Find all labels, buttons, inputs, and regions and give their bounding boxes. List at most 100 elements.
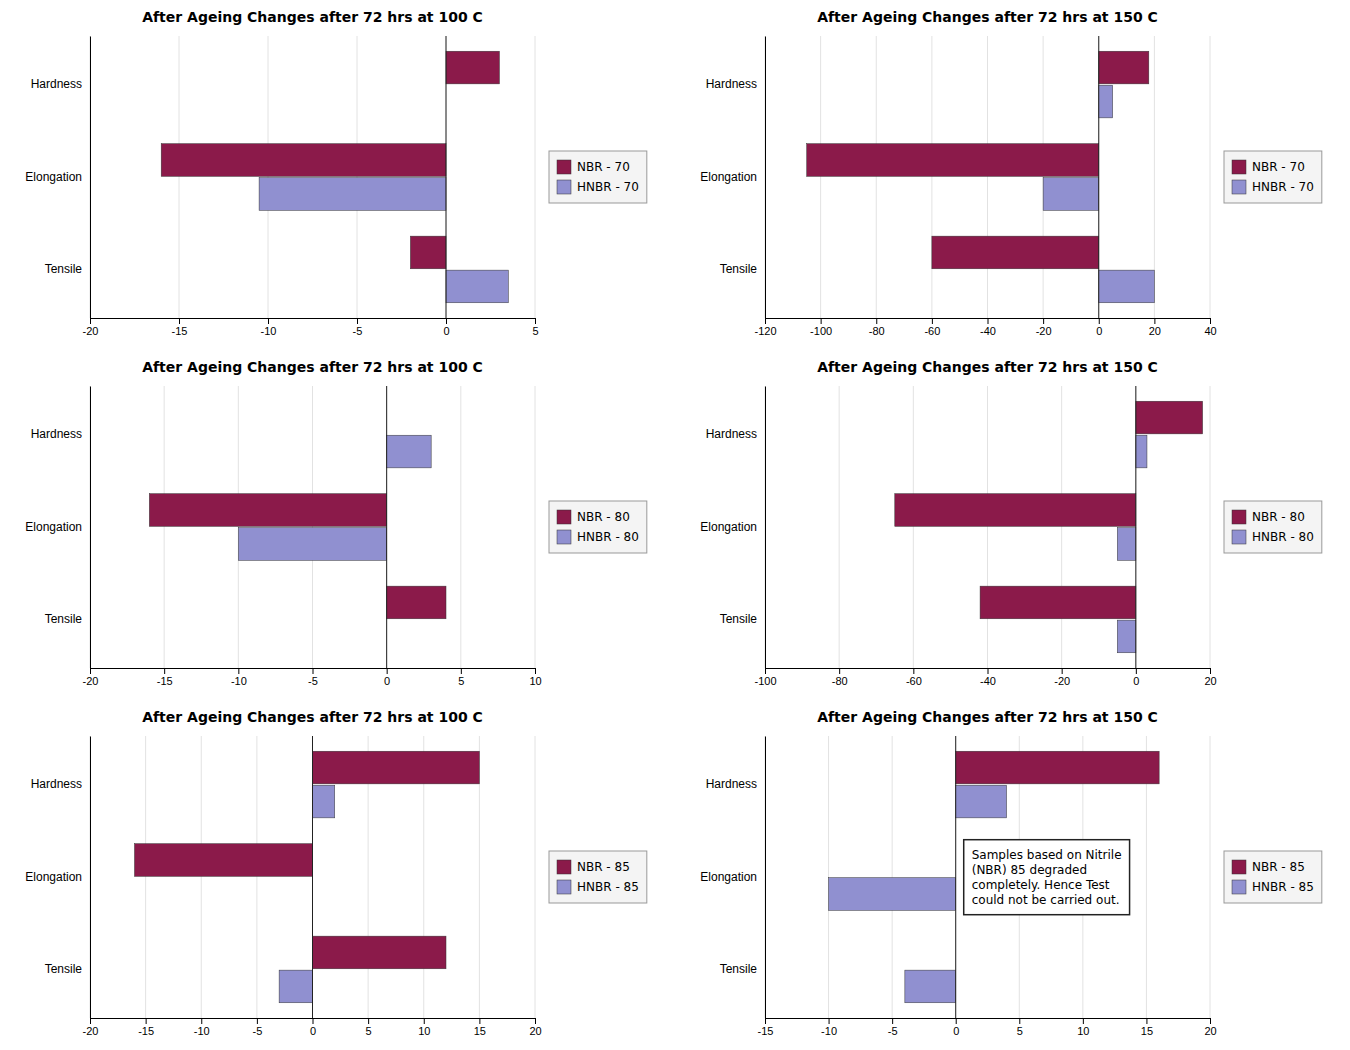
x-tick-label: 40 xyxy=(1204,325,1216,337)
x-tick-mark xyxy=(535,318,536,324)
legend-swatch xyxy=(557,530,571,544)
y-tick-label: Elongation xyxy=(700,520,757,534)
y-axis-line xyxy=(765,737,766,1019)
x-tick: -15 xyxy=(758,1018,774,1037)
x-tick-mark xyxy=(892,1018,893,1024)
x-tick-label: -15 xyxy=(172,325,188,337)
y-axis-line xyxy=(765,37,766,319)
legend-box xyxy=(549,851,647,903)
y-axis-line xyxy=(90,37,91,319)
x-tick: 40 xyxy=(1204,318,1216,337)
grid-line xyxy=(1210,36,1211,318)
grid-line xyxy=(1098,36,1099,318)
x-tick-label: -100 xyxy=(810,325,832,337)
x-tick: 5 xyxy=(366,1018,372,1037)
grid-line xyxy=(913,386,914,668)
legend-swatch xyxy=(557,160,571,174)
bar xyxy=(279,970,312,1003)
grid-line xyxy=(1135,386,1136,668)
x-tick: -5 xyxy=(353,318,363,337)
annotation-line: completely. Hence Test xyxy=(972,878,1110,892)
grid-line xyxy=(820,36,821,318)
panel: -20-15-10-50510HardnessElongationTensile… xyxy=(25,359,647,687)
legend: NBR - 70HNBR - 70 xyxy=(549,151,647,203)
bar xyxy=(1136,435,1147,468)
y-tick: Hardness xyxy=(706,427,765,441)
bar xyxy=(807,144,1099,177)
x-tick-mark xyxy=(1062,668,1063,674)
grid xyxy=(765,736,1210,1018)
y-tick: Hardness xyxy=(31,77,90,91)
y-tick: Elongation xyxy=(700,170,765,184)
title: After Ageing Changes after 72 hrs at 100… xyxy=(142,359,483,375)
x-tick-mark xyxy=(765,1018,766,1024)
legend-box xyxy=(1224,851,1322,903)
y-tick-label: Tensile xyxy=(45,612,83,626)
legend-item: HNBR - 85 xyxy=(1232,880,1314,894)
x-tick-mark xyxy=(313,668,314,674)
legend-item: HNBR - 80 xyxy=(1232,530,1314,544)
x-tick-label: 0 xyxy=(1096,325,1102,337)
x-tick-label: -5 xyxy=(308,675,318,687)
x-tick-label: -60 xyxy=(906,675,922,687)
x-tick-label: 15 xyxy=(474,1025,486,1037)
legend-swatch xyxy=(1232,160,1246,174)
x-tick-mark xyxy=(1210,318,1211,324)
x-tick-label: -60 xyxy=(924,325,940,337)
x-tick: 10 xyxy=(529,668,541,687)
bar xyxy=(1117,620,1136,653)
x-tick-mark xyxy=(479,1018,480,1024)
x-tick-mark xyxy=(461,668,462,674)
x-tick-mark xyxy=(535,1018,536,1024)
y-tick-label: Hardness xyxy=(31,77,82,91)
x-tick: -10 xyxy=(261,318,277,337)
legend: NBR - 85HNBR - 85 xyxy=(1224,851,1322,903)
x-tick-label: 5 xyxy=(458,675,464,687)
legend-item: HNBR - 85 xyxy=(557,880,639,894)
x-tick-mark xyxy=(179,318,180,324)
x-tick: -20 xyxy=(1054,668,1070,687)
y-tick: Tensile xyxy=(45,962,90,976)
grid-line xyxy=(987,386,988,668)
plot-area: -100-80-60-40-20020HardnessElongationTen… xyxy=(700,359,1322,687)
x-tick-label: -20 xyxy=(83,1025,99,1037)
y-axis: HardnessElongationTensile xyxy=(25,37,90,319)
grid-line xyxy=(765,386,766,668)
x-tick-mark xyxy=(90,318,91,324)
y-tick-label: Elongation xyxy=(700,170,757,184)
legend-box xyxy=(1224,501,1322,553)
legend: NBR - 80HNBR - 80 xyxy=(549,501,647,553)
x-tick-mark xyxy=(238,668,239,674)
x-tick-label: 0 xyxy=(443,325,449,337)
x-tick-label: -120 xyxy=(754,325,776,337)
x-tick-mark xyxy=(313,1018,314,1024)
x-tick-label: 20 xyxy=(1149,325,1161,337)
title: After Ageing Changes after 72 hrs at 100… xyxy=(142,9,483,25)
legend-swatch xyxy=(1232,880,1246,894)
x-tick-mark xyxy=(368,1018,369,1024)
legend-label: NBR - 80 xyxy=(577,510,630,524)
bar xyxy=(446,270,508,303)
x-tick: 5 xyxy=(1017,1018,1023,1037)
x-tick-label: -15 xyxy=(138,1025,154,1037)
y-axis: HardnessElongationTensile xyxy=(700,37,765,319)
legend-label: HNBR - 70 xyxy=(577,180,639,194)
x-tick: -40 xyxy=(980,668,996,687)
legend-item: NBR - 80 xyxy=(557,510,630,524)
y-tick: Elongation xyxy=(25,870,90,884)
x-tick-label: 5 xyxy=(366,1025,372,1037)
x-tick-mark xyxy=(765,668,766,674)
grid xyxy=(90,386,535,668)
x-axis: -100-80-60-40-20020 xyxy=(754,668,1216,687)
annotation-text: Samples based on Nitrile(NBR) 85 degrade… xyxy=(972,848,1122,907)
y-tick: Tensile xyxy=(720,612,765,626)
x-tick-label: 10 xyxy=(1077,1025,1089,1037)
bar xyxy=(446,51,499,84)
x-axis-line xyxy=(766,669,1211,675)
grid-line xyxy=(839,386,840,668)
panel: -20-15-10-505101520HardnessElongationTen… xyxy=(25,709,647,1037)
x-tick: -5 xyxy=(252,1018,262,1037)
y-tick-label: Elongation xyxy=(25,170,82,184)
x-tick-mark xyxy=(765,318,766,324)
x-tick-mark xyxy=(1210,668,1211,674)
